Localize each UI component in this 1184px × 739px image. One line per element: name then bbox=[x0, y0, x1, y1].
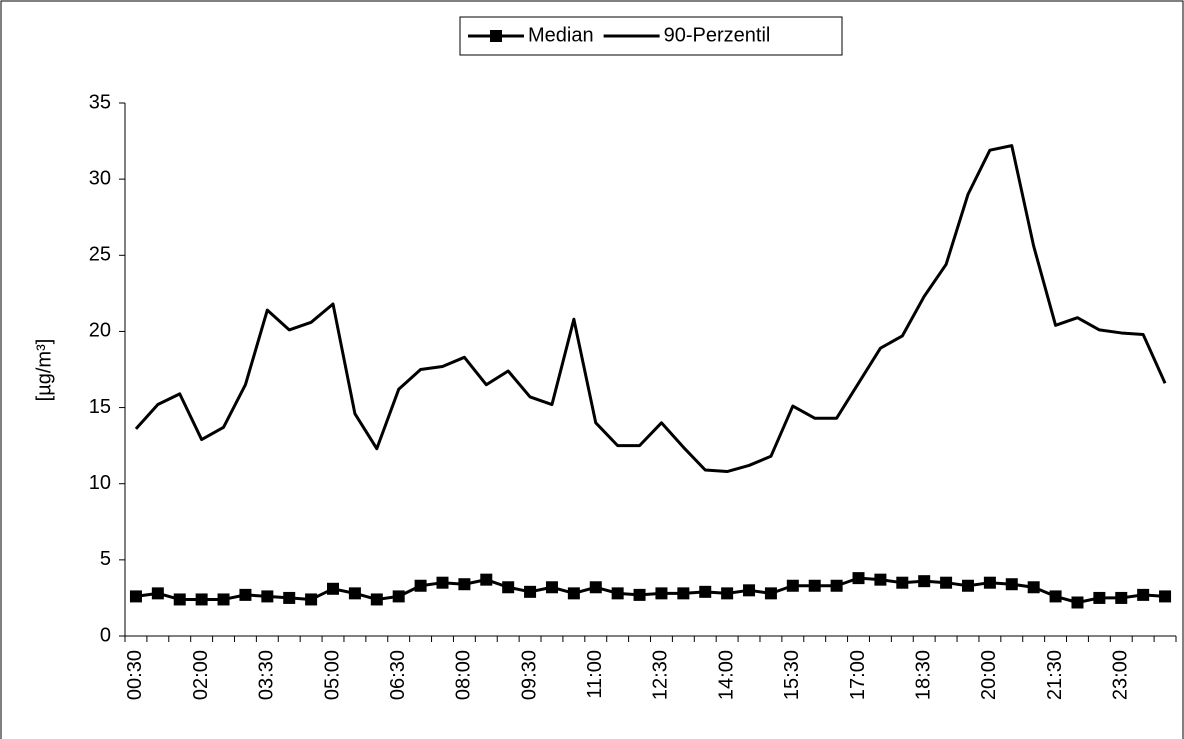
data-point bbox=[545, 581, 558, 594]
x-tick-label: 21:30 bbox=[1044, 650, 1066, 700]
data-point bbox=[743, 584, 756, 597]
x-tick-label: 00:30 bbox=[124, 650, 146, 700]
data-point bbox=[655, 587, 668, 600]
y-tick-label: 20 bbox=[89, 320, 111, 342]
data-point bbox=[1137, 588, 1150, 601]
data-point bbox=[874, 573, 887, 586]
data-point bbox=[173, 593, 186, 606]
data-point bbox=[217, 593, 230, 606]
data-point bbox=[611, 587, 624, 600]
series-line bbox=[134, 144, 1167, 474]
data-point bbox=[786, 579, 799, 592]
data-point bbox=[918, 575, 931, 588]
x-tick-label: 20:00 bbox=[978, 650, 1000, 700]
data-point bbox=[808, 579, 821, 592]
x-tick-label: 02:00 bbox=[190, 650, 212, 700]
y-axis-label: [µg/m³] bbox=[33, 339, 55, 402]
data-point bbox=[392, 590, 405, 603]
x-tick-label: 23:00 bbox=[1110, 650, 1132, 700]
data-point bbox=[327, 582, 340, 595]
data-point bbox=[1115, 591, 1128, 604]
legend-label: 90-Perzentil bbox=[664, 24, 771, 46]
x-tick-label: 14:00 bbox=[715, 650, 737, 700]
data-point bbox=[589, 581, 602, 594]
data-point bbox=[305, 593, 318, 606]
y-tick-label: 35 bbox=[89, 91, 111, 113]
data-point bbox=[195, 593, 208, 606]
data-point bbox=[458, 578, 471, 591]
data-point bbox=[414, 579, 427, 592]
x-tick-label: 12:30 bbox=[650, 650, 672, 700]
data-point bbox=[1005, 578, 1018, 591]
data-point bbox=[348, 587, 361, 600]
data-point bbox=[896, 576, 909, 589]
data-point bbox=[261, 590, 274, 603]
x-tick-label: 09:30 bbox=[518, 650, 540, 700]
data-point bbox=[524, 585, 537, 598]
y-tick-label: 0 bbox=[100, 624, 111, 646]
legend-marker bbox=[490, 30, 502, 42]
data-point bbox=[151, 587, 164, 600]
data-point bbox=[239, 588, 252, 601]
y-tick-label: 10 bbox=[89, 472, 111, 494]
data-point bbox=[436, 576, 449, 589]
x-tick-label: 15:30 bbox=[781, 650, 803, 700]
x-tick-label: 18:30 bbox=[912, 650, 934, 700]
data-point bbox=[1049, 590, 1062, 603]
legend-label: Median bbox=[528, 24, 594, 46]
y-tick-label: 15 bbox=[89, 396, 111, 418]
data-point bbox=[721, 587, 734, 600]
data-point bbox=[1071, 596, 1084, 609]
data-point bbox=[830, 579, 843, 592]
data-point bbox=[283, 591, 296, 604]
data-point bbox=[940, 576, 953, 589]
data-point bbox=[1093, 591, 1106, 604]
data-point bbox=[983, 576, 996, 589]
x-tick-label: 03:30 bbox=[256, 650, 278, 700]
data-point bbox=[502, 581, 515, 594]
data-point bbox=[633, 588, 646, 601]
y-tick-label: 5 bbox=[100, 548, 111, 570]
x-tick-label: 05:00 bbox=[321, 650, 343, 700]
data-point bbox=[567, 587, 580, 600]
data-point bbox=[961, 579, 974, 592]
data-point bbox=[370, 593, 383, 606]
data-point bbox=[129, 590, 142, 603]
x-tick-label: 08:00 bbox=[453, 650, 475, 700]
data-point bbox=[677, 587, 690, 600]
y-tick-label: 25 bbox=[89, 244, 111, 266]
y-tick-label: 30 bbox=[89, 167, 111, 189]
data-point bbox=[764, 587, 777, 600]
x-tick-label: 06:30 bbox=[387, 650, 409, 700]
data-point bbox=[480, 573, 493, 586]
x-tick-label: 17:00 bbox=[847, 650, 869, 700]
x-tick-label: 11:00 bbox=[584, 650, 606, 699]
data-point bbox=[852, 572, 865, 585]
data-point bbox=[1159, 590, 1172, 603]
data-point bbox=[699, 585, 712, 598]
data-point bbox=[1027, 581, 1040, 594]
